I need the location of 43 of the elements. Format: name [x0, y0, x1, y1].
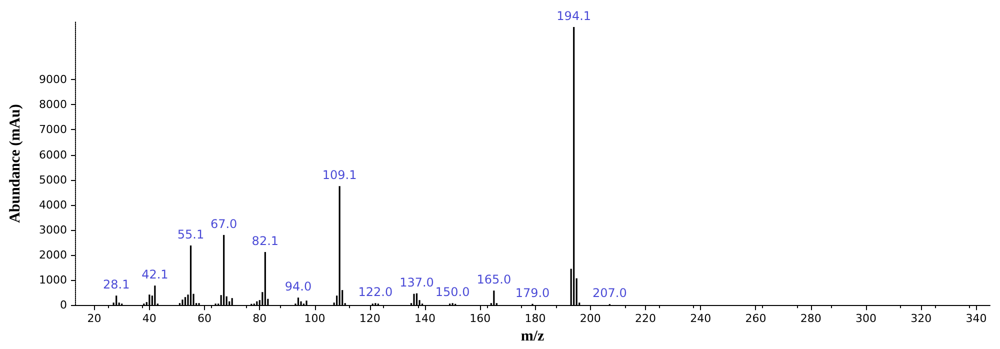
y-tick-label: 4000 [39, 198, 67, 212]
annotation: 28.1 [102, 278, 130, 292]
annotation: 194.1 [556, 9, 592, 24]
y-tick-label: 7000 [39, 123, 67, 136]
x-tick-label: 140 [414, 312, 436, 326]
x-tick-label: 100 [304, 312, 326, 326]
x-tick-label: 200 [580, 312, 601, 326]
x-tick-label: 240 [690, 312, 712, 326]
annotation: 122.0 [358, 285, 393, 300]
annotation: 137.0 [400, 275, 434, 290]
y-tick-label: 2000 [39, 248, 67, 262]
annotation: 165.0 [476, 272, 512, 287]
x-tick-label: 160 [470, 312, 491, 326]
x-tick-label: 260 [745, 312, 766, 326]
annotation: 94.0 [284, 280, 312, 294]
y-tick-label: 3000 [39, 223, 67, 236]
x-tick-label: 120 [359, 312, 380, 326]
annotation: 179.0 [515, 286, 550, 300]
annotation: 55.1 [177, 227, 204, 242]
y-tick-label: 1000 [39, 274, 67, 287]
x-tick-label: 60 [198, 312, 212, 326]
y-tick-label: 8000 [39, 98, 67, 112]
x-tick-label: 220 [634, 312, 656, 326]
x-tick-label: 80 [252, 312, 267, 326]
y-axis-title: Abundance (mAu) [8, 104, 24, 223]
annotation: 207.0 [592, 286, 627, 300]
x-tick-label: 20 [87, 312, 102, 326]
x-tick-label: 320 [910, 312, 932, 326]
x-tick-label: 340 [966, 312, 987, 326]
y-tick-label: 9000 [39, 73, 67, 86]
x-tick-label: 280 [800, 312, 822, 326]
x-axis-title: m/z [520, 328, 544, 344]
y-tick-label: 0 [60, 298, 67, 312]
x-tick-label: 180 [524, 312, 546, 326]
y-tick-label: 6000 [39, 148, 67, 162]
x-tick-label: 300 [855, 312, 876, 326]
annotation: 150.0 [435, 285, 470, 300]
annotation: 42.1 [142, 268, 168, 282]
annotation: 67.0 [210, 216, 238, 231]
y-tick-label: 5000 [39, 173, 67, 186]
x-tick-label: 40 [142, 312, 156, 326]
annotation: 109.1 [322, 168, 357, 182]
annotation: 82.1 [252, 234, 279, 248]
